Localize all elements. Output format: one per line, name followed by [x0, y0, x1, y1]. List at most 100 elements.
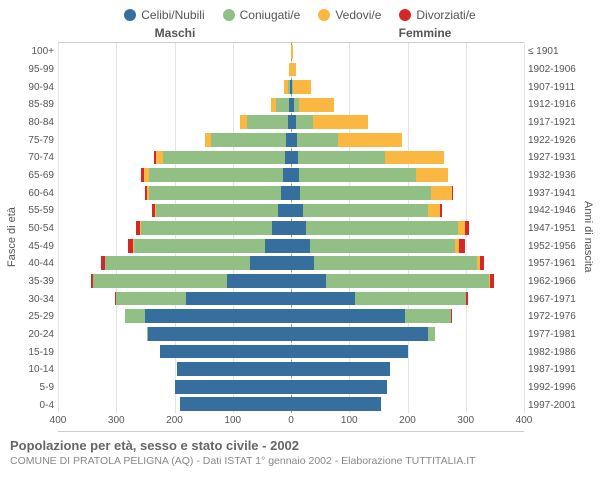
segment-coniugati [156, 204, 278, 218]
legend-item: Divorziati/e [399, 8, 475, 22]
year-tick: 1967-1971 [528, 291, 580, 308]
female-half [291, 345, 524, 359]
segment-vedovi [428, 204, 440, 218]
age-tick: 85-89 [20, 97, 54, 114]
segment-coniugati [116, 292, 186, 306]
male-half [58, 133, 291, 147]
age-tick: 80-84 [20, 115, 54, 132]
gender-left-label: Maschi [50, 26, 300, 40]
x-tick: 300 [457, 415, 474, 426]
x-axis: 0100200300400 100200300400 [58, 413, 524, 431]
bar-row [58, 131, 524, 149]
male-half [58, 168, 291, 182]
male-half [58, 98, 291, 112]
x-tick: 300 [108, 415, 125, 426]
segment-vedovi [416, 168, 448, 182]
segment-coniugati [297, 133, 338, 147]
legend-item: Celibi/Nubili [124, 8, 204, 22]
segment-vedovi [240, 115, 247, 129]
age-tick: 40-44 [20, 256, 54, 273]
segment-celibi [227, 274, 291, 288]
male-half [58, 186, 291, 200]
legend-label: Divorziati/e [416, 8, 475, 22]
age-tick: 65-69 [20, 168, 54, 185]
bar-row [58, 219, 524, 237]
age-tick: 55-59 [20, 203, 54, 220]
year-tick: 1982-1986 [528, 344, 580, 361]
legend-label: Vedovi/e [335, 8, 381, 22]
segment-vedovi [458, 221, 465, 235]
legend-item: Coniugati/e [223, 8, 301, 22]
bar-row [58, 96, 524, 114]
chart-title: Popolazione per età, sesso e stato civil… [10, 438, 590, 453]
segment-celibi [250, 256, 291, 270]
segment-celibi [272, 221, 291, 235]
bar-row [58, 343, 524, 361]
segment-vedovi [291, 63, 296, 77]
male-half [58, 115, 291, 129]
bar-row [58, 114, 524, 132]
plot-area: 0100200300400 100200300400 [58, 42, 524, 432]
x-tick: 200 [166, 415, 183, 426]
segment-celibi [175, 380, 292, 394]
year-tick: 1907-1911 [528, 79, 580, 96]
gender-labels: Maschi Femmine [0, 26, 600, 42]
male-half [58, 327, 291, 341]
segment-vedovi [293, 80, 310, 94]
male-half [58, 151, 291, 165]
segment-coniugati [300, 186, 431, 200]
x-tick: 100 [224, 415, 241, 426]
x-tick: 400 [50, 415, 67, 426]
bar-row [58, 378, 524, 396]
segment-divorziati [452, 186, 453, 200]
segment-divorziati [440, 204, 442, 218]
segment-celibi [278, 204, 291, 218]
segment-celibi [186, 292, 291, 306]
segment-divorziati [480, 256, 485, 270]
bar-row [58, 43, 524, 61]
age-tick: 20-24 [20, 327, 54, 344]
bar-row [58, 307, 524, 325]
year-tick: 1922-1926 [528, 132, 580, 149]
age-tick: 35-39 [20, 274, 54, 291]
female-half [291, 45, 524, 59]
age-tick: 45-49 [20, 238, 54, 255]
divorziati-swatch [399, 9, 411, 21]
year-axis: ≤ 19011902-19061907-19111912-19161917-19… [524, 42, 580, 432]
vedovi-swatch [318, 9, 330, 21]
segment-divorziati [490, 274, 493, 288]
segment-vedovi [156, 151, 163, 165]
year-tick: 1942-1946 [528, 203, 580, 220]
female-half [291, 327, 524, 341]
age-tick: 75-79 [20, 132, 54, 149]
year-tick: 1902-1906 [528, 62, 580, 79]
segment-celibi [291, 274, 326, 288]
female-half [291, 362, 524, 376]
segment-coniugati [125, 309, 145, 323]
male-half [58, 345, 291, 359]
year-tick: 1947-1951 [528, 221, 580, 238]
segment-celibi [177, 362, 291, 376]
segment-coniugati [299, 168, 416, 182]
female-half [291, 256, 524, 270]
year-tick: 1997-2001 [528, 397, 580, 414]
segment-coniugati [134, 239, 265, 253]
bar-row [58, 237, 524, 255]
female-half [291, 98, 524, 112]
segment-divorziati [465, 221, 470, 235]
segment-celibi [180, 397, 291, 411]
segment-divorziati [466, 292, 468, 306]
segment-coniugati [355, 292, 466, 306]
female-half [291, 380, 524, 394]
bar-row [58, 78, 524, 96]
year-tick: 1972-1976 [528, 309, 580, 326]
male-half [58, 309, 291, 323]
age-tick: 50-54 [20, 221, 54, 238]
segment-celibi [291, 186, 300, 200]
bar-row [58, 290, 524, 308]
male-half [58, 45, 291, 59]
age-tick: 25-29 [20, 309, 54, 326]
legend: Celibi/Nubili Coniugati/e Vedovi/e Divorzia… [0, 0, 600, 26]
female-half [291, 151, 524, 165]
segment-vedovi [291, 45, 293, 59]
